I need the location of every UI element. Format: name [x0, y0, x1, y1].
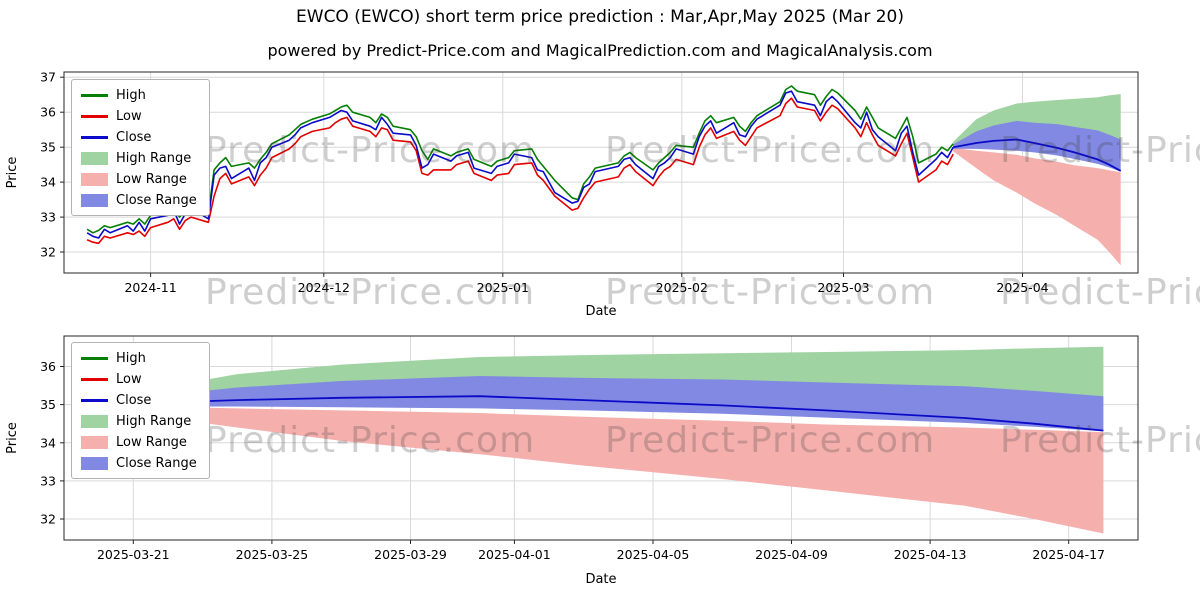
x-tick-label: 2025-03-21: [97, 547, 170, 562]
legend-label: Close Range: [116, 192, 197, 208]
x-tick-label: 2025-03: [817, 280, 869, 295]
legend-label: Close: [116, 392, 152, 408]
legend-item-low: Low: [81, 108, 197, 124]
legend-line-swatch: [81, 93, 108, 97]
low-range-band: [98, 405, 1104, 534]
bottom-forecast-chart: 2025-03-21 2025-03-25 2025-03-29 2025-04-01…: [5, 335, 1139, 587]
grid: [64, 72, 1138, 273]
x-tick-label: 2025-04-01: [478, 547, 551, 562]
x-tick-label: 2024-11: [124, 280, 176, 295]
legend-label: Low: [116, 371, 142, 387]
x-tick-label: 2025-01: [477, 280, 529, 295]
x-axis: 2025-03-21 2025-03-25 2025-03-29 2025-04-01…: [97, 540, 1105, 562]
svg-text:Date: Date: [585, 572, 616, 587]
chart-title: EWCO (EWCO) short term price prediction …: [296, 7, 904, 27]
high-range-band: [98, 346, 1104, 404]
legend-line-swatch: [81, 398, 108, 402]
x-tick-label: 2025-04-05: [617, 547, 690, 562]
y-axis-label: Price: [5, 157, 20, 189]
y-tick-label: 37: [40, 70, 56, 85]
legend-patch-swatch: [81, 172, 108, 186]
legend-line-swatch: [81, 356, 108, 360]
forecast-close-line: [98, 395, 1104, 432]
legend-label: Low Range: [116, 434, 187, 450]
legend-item-low: Low: [81, 371, 197, 387]
legend-line-swatch: [81, 377, 108, 381]
y-axis: 32 33 34 35 36 37: [40, 70, 64, 260]
high-range-band: [953, 94, 1121, 147]
legend-item-high-range: High Range: [81, 413, 197, 429]
y-tick-label: 35: [40, 140, 56, 155]
legend-line-swatch: [81, 114, 108, 118]
y-tick-label: 34: [40, 435, 56, 450]
y-axis: 32 33 34 35 36: [40, 359, 64, 527]
legend-label: High: [116, 350, 146, 366]
x-axis-label: Date: [585, 572, 616, 587]
x-axis: 2024-11 2024-12 2025-01 2025-02 2025-03 2025-…: [124, 273, 1049, 295]
legend-label: Close Range: [116, 455, 197, 471]
y-tick-label: 32: [40, 512, 56, 527]
high-line: [86, 85, 954, 234]
legend-label: Low Range: [116, 171, 187, 187]
chart-subtitle: powered by Predict-Price.com and Magical…: [267, 41, 933, 60]
x-tick-label: 2025-04: [996, 280, 1048, 295]
legend-item-high: High: [81, 350, 197, 366]
x-tick-label: 2025-04-09: [755, 547, 828, 562]
top-price-chart: 2024-11 2024-12 2025-01 2025-02 2025-03 2025-…: [5, 70, 1139, 319]
legend-label: High Range: [116, 150, 192, 166]
forecast-close-line: [953, 138, 1122, 172]
legend-patch-swatch: [81, 151, 108, 165]
close-line: [86, 90, 954, 239]
legend-patch-swatch: [81, 414, 108, 428]
legend-label: Low: [116, 108, 142, 124]
y-tick-label: 33: [40, 473, 56, 488]
legend-item-close-range: Close Range: [81, 192, 197, 208]
legend-patch-swatch: [81, 456, 108, 470]
legend-top: High Low Close High Range Low Range Close Ran…: [71, 79, 210, 216]
legend-item-high-range: High Range: [81, 150, 197, 166]
legend-label: Close: [116, 129, 152, 145]
x-tick-label: 2025-03-25: [236, 547, 309, 562]
x-tick-label: 2024-12: [298, 280, 350, 295]
svg-text:Price: Price: [5, 157, 20, 189]
legend-patch-swatch: [81, 193, 108, 207]
y-axis-label: Price: [5, 422, 20, 454]
plot-border: [63, 71, 1139, 274]
legend-item-low-range: Low Range: [81, 434, 197, 450]
legend-item-high: High: [81, 87, 197, 103]
legend-label: High Range: [116, 413, 192, 429]
x-tick-label: 2025-04-17: [1032, 547, 1105, 562]
x-tick-label: 2025-02: [656, 280, 708, 295]
y-tick-label: 36: [40, 105, 56, 120]
legend-label: High: [116, 87, 146, 103]
plot-border: [63, 335, 1139, 541]
y-tick-label: 36: [40, 359, 56, 374]
legend-bottom: High Low Close High Range Low Range Close Ran…: [71, 342, 210, 479]
close-range-band: [98, 376, 1104, 432]
x-axis-label: Date: [585, 304, 616, 319]
low-range-band: [953, 147, 1121, 266]
y-tick-label: 34: [40, 175, 56, 190]
y-tick-label: 35: [40, 397, 56, 412]
close-range-band: [953, 120, 1121, 172]
low-line: [86, 97, 954, 245]
svg-text:Price: Price: [5, 422, 20, 454]
x-tick-label: 2025-04-13: [894, 547, 967, 562]
legend-item-close: Close: [81, 129, 197, 145]
svg-text:Date: Date: [585, 304, 616, 319]
legend-patch-swatch: [81, 435, 108, 449]
y-tick-label: 33: [40, 210, 56, 225]
legend-item-close-range: Close Range: [81, 455, 197, 471]
legend-item-close: Close: [81, 392, 197, 408]
y-tick-label: 32: [40, 245, 56, 260]
legend-line-swatch: [81, 135, 108, 139]
x-tick-label: 2025-03-29: [374, 547, 447, 562]
legend-item-low-range: Low Range: [81, 171, 197, 187]
